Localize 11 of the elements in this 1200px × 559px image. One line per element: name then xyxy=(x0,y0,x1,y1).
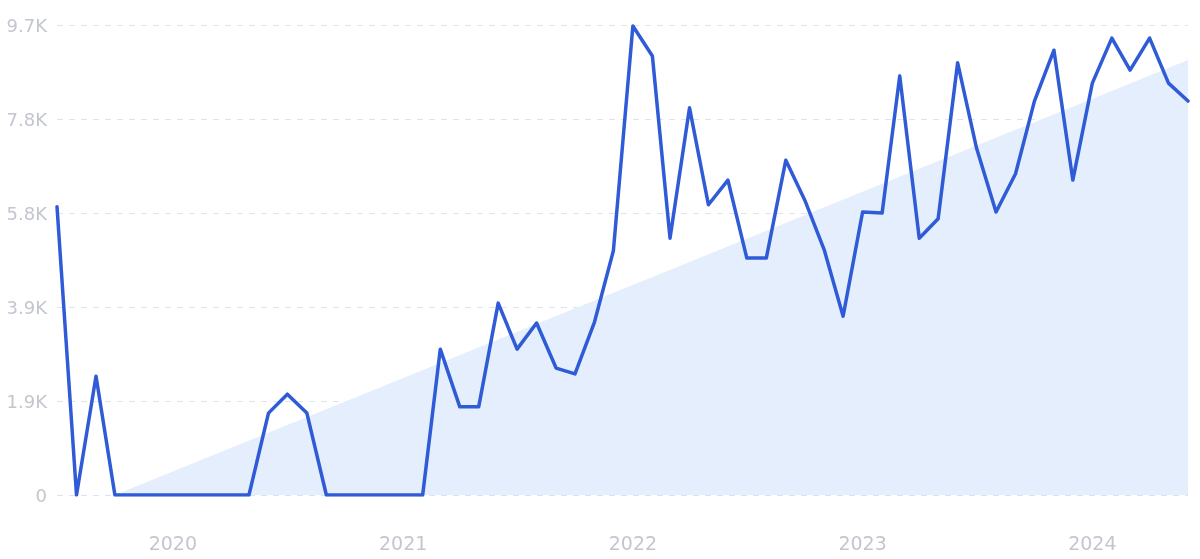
x-tick-label: 2021 xyxy=(378,531,428,554)
y-tick-label: 1.9K xyxy=(6,390,49,412)
y-tick-label: 7.8K xyxy=(6,108,49,130)
x-tick-label: 2023 xyxy=(838,531,887,554)
y-tick-label: 0 xyxy=(35,484,47,506)
y-tick-label: 9.7K xyxy=(6,14,49,36)
x-tick-label: 2020 xyxy=(148,531,197,554)
x-tick-label: 2022 xyxy=(608,531,658,554)
y-tick-label: 5.8K xyxy=(6,202,49,224)
x-tick-label: 2024 xyxy=(1068,531,1117,554)
y-tick-label: 3.9K xyxy=(6,296,49,318)
